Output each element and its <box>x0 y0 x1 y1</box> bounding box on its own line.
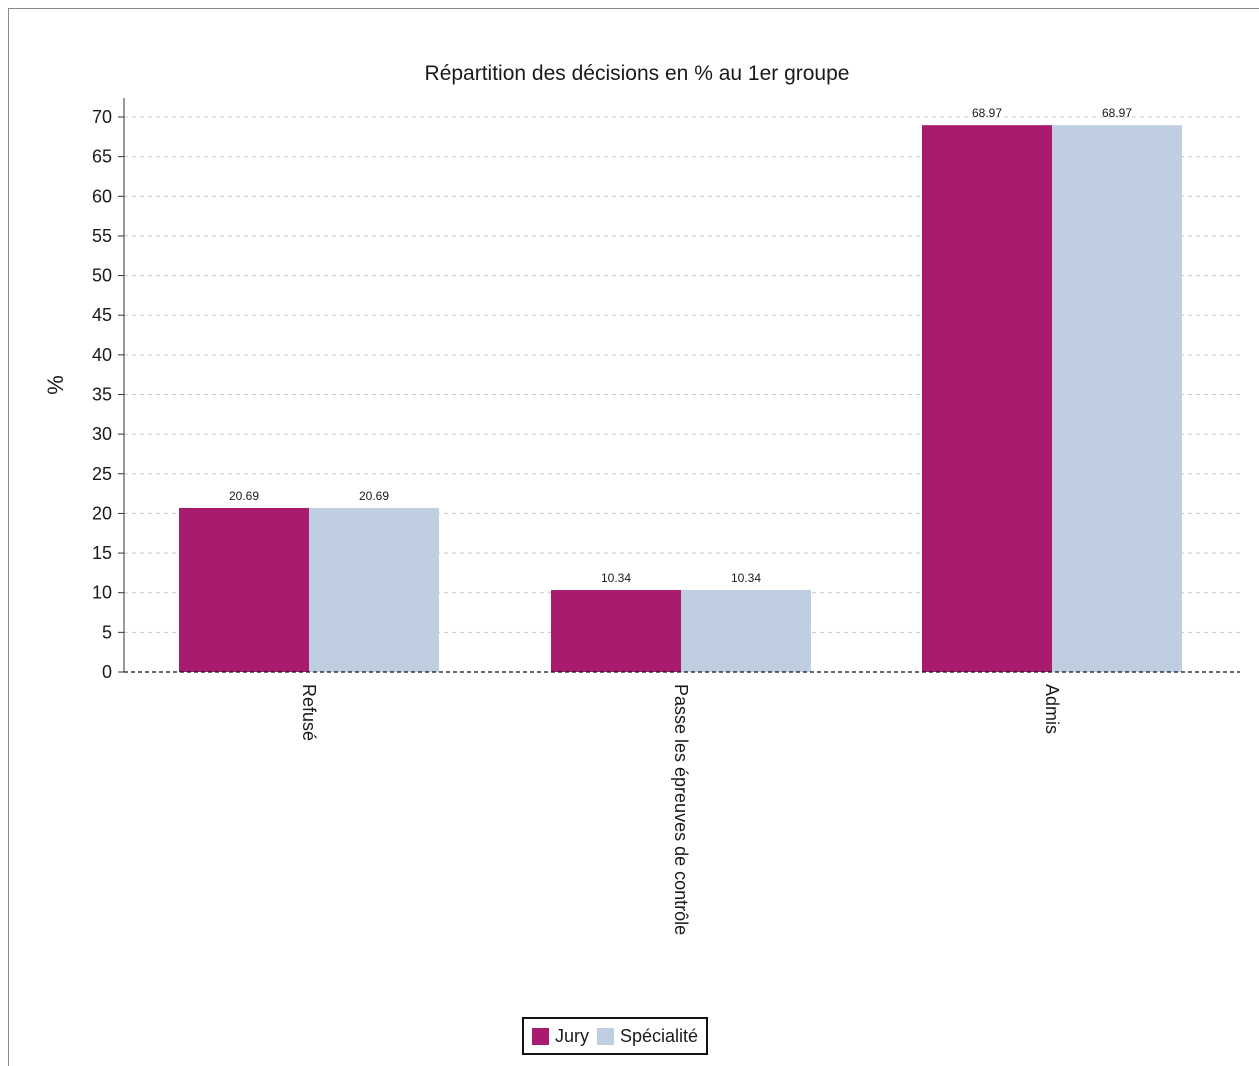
axes <box>123 98 1240 673</box>
y-tick-label: 5 <box>102 622 112 642</box>
y-tick-label: 35 <box>92 385 112 405</box>
legend: Jury Spécialité <box>522 1017 709 1055</box>
category-labels: Refusé Passe les épreuves de contrôle Admi… <box>299 684 1062 935</box>
legend-label-jury: Jury <box>555 1025 590 1046</box>
chart-title: Répartition des décisions en % au 1er gr… <box>425 62 850 85</box>
y-tick-label: 50 <box>92 266 112 286</box>
y-tick-label: 15 <box>92 543 112 563</box>
y-tick-label: 25 <box>92 464 112 484</box>
y-tick-label: 0 <box>102 662 112 682</box>
y-tick-label: 20 <box>92 503 112 523</box>
y-tick-label: 55 <box>92 226 112 246</box>
legend-swatch-specialite <box>597 1027 615 1045</box>
category-label: Admis <box>1042 684 1062 734</box>
data-label: 10.34 <box>601 571 631 585</box>
legend-swatch-jury <box>532 1027 549 1045</box>
bars <box>179 125 1182 672</box>
bar-jury <box>551 590 681 672</box>
data-label: 10.34 <box>731 571 761 585</box>
y-tick-label: 65 <box>92 147 112 167</box>
data-label: 68.97 <box>972 106 1002 120</box>
bar-specialite <box>681 590 811 672</box>
category-label: Passe les épreuves de contrôle <box>671 684 691 935</box>
y-tick-label: 30 <box>92 424 112 444</box>
legend-item-jury: Jury <box>532 1026 589 1047</box>
category-label: Refusé <box>299 684 319 741</box>
bar-specialite <box>309 507 439 672</box>
bar-jury <box>922 125 1052 672</box>
y-tick-label: 70 <box>92 107 112 127</box>
data-label: 20.69 <box>359 489 389 503</box>
legend-label-specialite: Spécialité <box>620 1025 699 1046</box>
data-labels: 20.69 20.69 10.34 10.34 68.97 68.97 <box>229 106 1132 585</box>
y-tick-label: 40 <box>92 345 112 365</box>
legend-item-specialite: Spécialité <box>597 1026 698 1047</box>
bar-specialite <box>1052 125 1182 672</box>
y-tick-label: 45 <box>92 305 112 325</box>
data-label: 68.97 <box>1102 106 1132 120</box>
y-axis-label: % <box>43 375 68 395</box>
y-tick-labels: 0 5 10 15 20 25 30 35 40 45 50 55 60 65 70 <box>92 107 124 682</box>
data-label: 20.69 <box>229 489 259 503</box>
bar-jury <box>179 507 309 672</box>
y-tick-label: 60 <box>92 186 112 206</box>
y-tick-label: 10 <box>92 583 112 603</box>
